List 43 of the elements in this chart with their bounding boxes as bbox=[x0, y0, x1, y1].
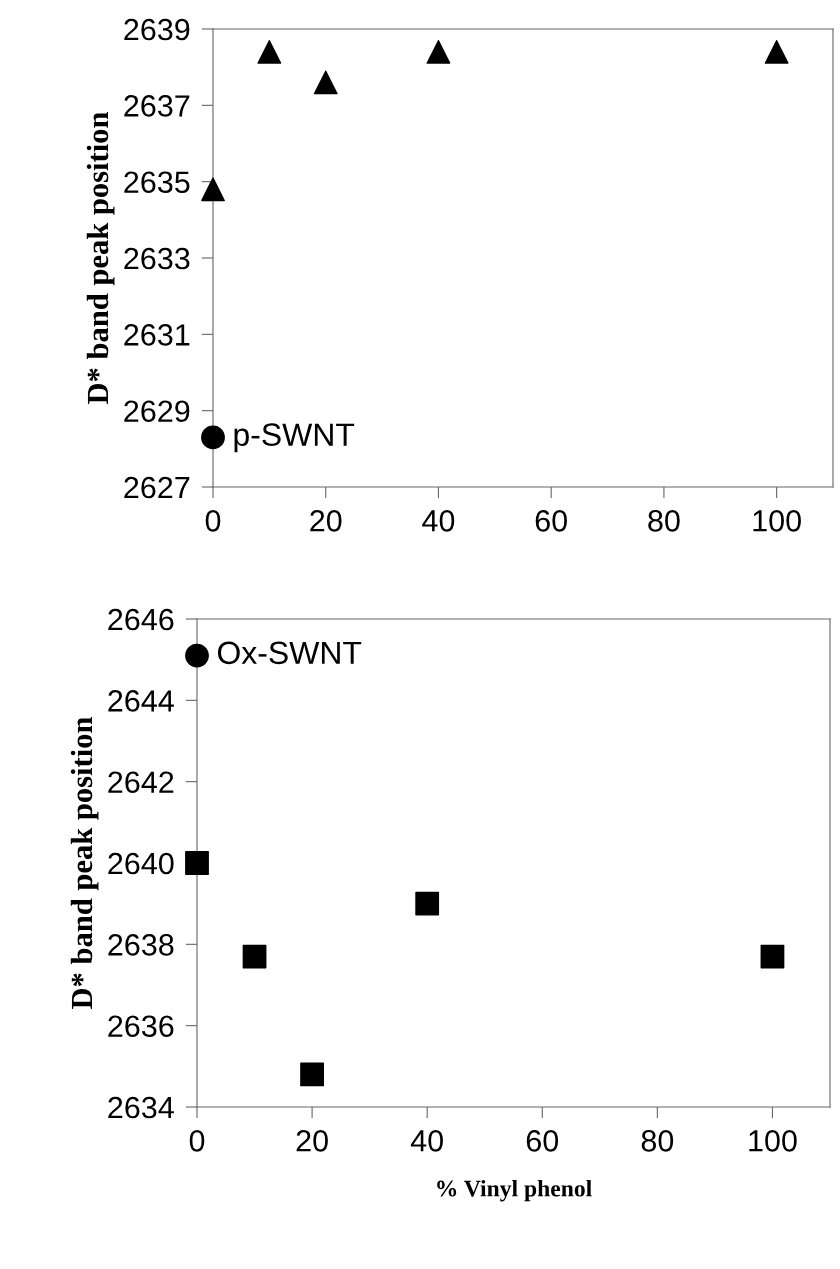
y-tick-label: 2639 bbox=[124, 18, 190, 41]
y-tick-label: 2627 bbox=[124, 476, 190, 499]
point bbox=[426, 40, 451, 64]
x-tick-label: 60 bbox=[526, 1130, 559, 1152]
y-axis-title: D* band peak position bbox=[86, 111, 115, 404]
x-tick-label: 20 bbox=[310, 510, 342, 532]
x-tick-label: 100 bbox=[749, 1130, 797, 1152]
x-tick-label: 0 bbox=[189, 1130, 205, 1152]
point bbox=[764, 40, 789, 64]
y-tick-label: 2633 bbox=[124, 247, 190, 270]
y-tick-label: 2635 bbox=[124, 171, 190, 194]
x-tick-label: 40 bbox=[422, 510, 455, 532]
point bbox=[313, 70, 338, 95]
point bbox=[185, 851, 209, 875]
point bbox=[760, 944, 785, 969]
y-tick-label: 2638 bbox=[108, 934, 174, 956]
x-tick-label: 100 bbox=[753, 510, 801, 532]
y-tick-label: 2646 bbox=[108, 608, 174, 631]
y-tick-label: 2644 bbox=[108, 690, 174, 712]
y-tick-label: 2640 bbox=[108, 852, 174, 875]
point bbox=[201, 177, 225, 202]
x-tick-label: 80 bbox=[641, 1130, 674, 1152]
point bbox=[201, 425, 225, 450]
y-tick-label: 2634 bbox=[108, 1096, 174, 1119]
point bbox=[185, 643, 209, 668]
point bbox=[415, 891, 440, 916]
point bbox=[242, 944, 267, 969]
y-axis-title: D* band peak position bbox=[70, 716, 99, 1009]
point bbox=[300, 1062, 324, 1087]
x-tick-label: 60 bbox=[535, 510, 567, 532]
y-tick-label: 2642 bbox=[108, 771, 174, 794]
series-label: Ox-SWNT bbox=[217, 641, 362, 665]
y-tick-label: 2629 bbox=[124, 400, 190, 423]
y-tick-label: 2631 bbox=[124, 324, 190, 346]
series-label: p-SWNT bbox=[234, 423, 355, 453]
x-tick-label: 80 bbox=[648, 510, 680, 532]
x-axis-title: % Vinyl phenol bbox=[437, 1179, 592, 1202]
y-tick-label: 2637 bbox=[124, 95, 190, 117]
x-tick-label: 40 bbox=[410, 1130, 443, 1152]
x-tick-label: 0 bbox=[205, 510, 221, 532]
point bbox=[257, 40, 282, 64]
y-tick-label: 2636 bbox=[108, 1015, 174, 1038]
x-tick-label: 20 bbox=[296, 1130, 328, 1152]
